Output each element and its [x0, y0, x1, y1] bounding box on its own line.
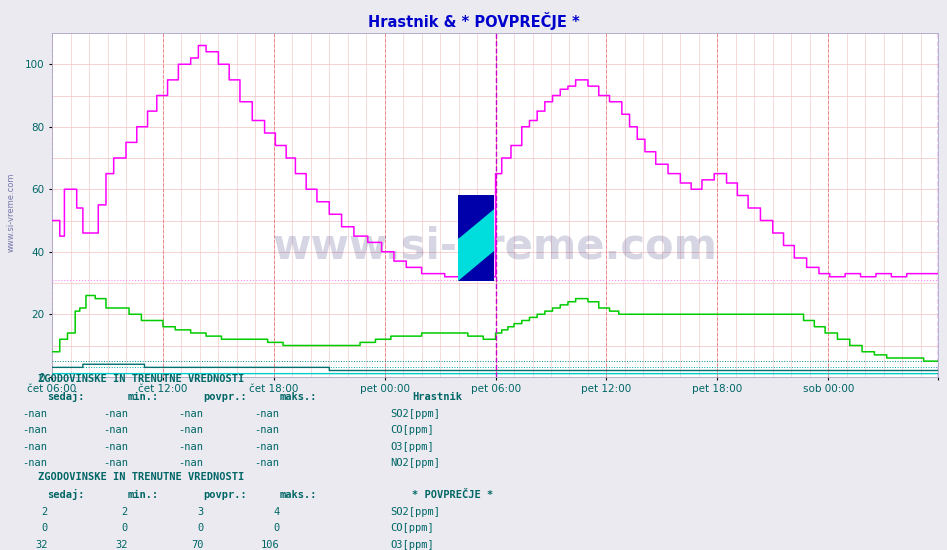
Text: maks.:: maks.:	[279, 392, 317, 403]
Text: O3[ppm]: O3[ppm]	[390, 442, 434, 452]
Text: min.:: min.:	[128, 392, 159, 403]
Text: www.si-vreme.com: www.si-vreme.com	[7, 172, 16, 251]
Text: sedaj:: sedaj:	[47, 392, 85, 403]
Text: 70: 70	[191, 540, 204, 550]
Text: -nan: -nan	[179, 458, 204, 469]
Text: -nan: -nan	[103, 409, 128, 419]
Text: NO2[ppm]: NO2[ppm]	[390, 458, 440, 469]
Text: -nan: -nan	[179, 442, 204, 452]
Polygon shape	[458, 195, 494, 238]
Text: -nan: -nan	[103, 442, 128, 452]
Text: 0: 0	[121, 523, 128, 534]
Text: -nan: -nan	[103, 458, 128, 469]
Text: 2: 2	[41, 507, 47, 517]
Text: -nan: -nan	[23, 425, 47, 436]
Text: min.:: min.:	[128, 490, 159, 500]
Text: CO[ppm]: CO[ppm]	[390, 425, 434, 436]
Text: ZGODOVINSKE IN TRENUTNE VREDNOSTI: ZGODOVINSKE IN TRENUTNE VREDNOSTI	[38, 472, 244, 482]
Text: -nan: -nan	[255, 458, 279, 469]
Text: ZGODOVINSKE IN TRENUTNE VREDNOSTI: ZGODOVINSKE IN TRENUTNE VREDNOSTI	[38, 374, 244, 384]
Text: O3[ppm]: O3[ppm]	[390, 540, 434, 550]
Text: 0: 0	[197, 523, 204, 534]
Text: povpr.:: povpr.:	[204, 392, 247, 403]
Text: 0: 0	[41, 523, 47, 534]
Text: 0: 0	[273, 523, 279, 534]
Text: 32: 32	[116, 540, 128, 550]
Polygon shape	[458, 208, 494, 280]
Text: CO[ppm]: CO[ppm]	[390, 523, 434, 534]
Text: -nan: -nan	[255, 442, 279, 452]
Text: Hrastnik & * POVPREČJE *: Hrastnik & * POVPREČJE *	[367, 12, 580, 30]
Text: -nan: -nan	[23, 409, 47, 419]
Text: -nan: -nan	[103, 425, 128, 436]
Text: SO2[ppm]: SO2[ppm]	[390, 409, 440, 419]
Text: Hrastnik: Hrastnik	[412, 392, 462, 403]
Text: 32: 32	[35, 540, 47, 550]
Polygon shape	[458, 251, 494, 280]
Text: 3: 3	[197, 507, 204, 517]
Text: 2: 2	[121, 507, 128, 517]
Text: 4: 4	[273, 507, 279, 517]
Text: -nan: -nan	[179, 425, 204, 436]
Text: -nan: -nan	[23, 458, 47, 469]
Text: 106: 106	[260, 540, 279, 550]
Text: -nan: -nan	[23, 442, 47, 452]
Text: maks.:: maks.:	[279, 490, 317, 500]
Text: * POVPREČJE *: * POVPREČJE *	[412, 490, 493, 500]
Text: www.si-vreme.com: www.si-vreme.com	[273, 225, 717, 267]
Text: -nan: -nan	[179, 409, 204, 419]
Text: SO2[ppm]: SO2[ppm]	[390, 507, 440, 517]
Text: povpr.:: povpr.:	[204, 490, 247, 500]
Text: sedaj:: sedaj:	[47, 490, 85, 500]
Text: -nan: -nan	[255, 425, 279, 436]
Text: -nan: -nan	[255, 409, 279, 419]
